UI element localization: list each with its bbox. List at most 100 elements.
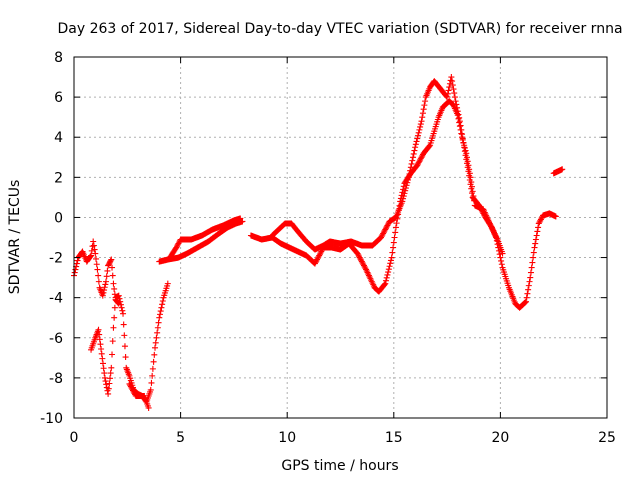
data-point [362,265,369,272]
data-point [419,114,426,121]
data-point [98,346,105,353]
data-point [420,106,427,113]
data-point [409,157,416,164]
data-point [129,387,136,394]
data-point [380,230,387,237]
data-point [361,263,368,270]
data-point [417,155,424,162]
grid-lines [74,57,607,418]
data-point [317,249,324,256]
data-point [532,236,539,243]
data-point [111,285,118,292]
data-point [385,266,392,273]
data-point [537,217,544,224]
data-point [314,256,321,263]
data-point [151,351,158,358]
data-point [129,386,136,393]
data-point [477,205,484,212]
data-point [73,260,80,267]
data-point [157,308,164,315]
data-point [155,319,162,326]
data-point [88,247,95,254]
data-point [418,118,425,125]
plot-frame [73,56,608,419]
data-point [457,122,464,129]
data-point [354,250,361,257]
data-point [532,240,539,247]
data-point [90,238,97,245]
data-point [159,301,166,308]
data-point [108,256,115,263]
data-point [401,190,408,197]
data-point [422,98,429,105]
data-point [412,144,419,151]
data-point [414,135,421,142]
y-tick-label: -4 [49,291,63,307]
data-point [105,385,112,392]
data-point [94,266,101,273]
data-point [444,94,451,101]
data-point [526,278,533,285]
data-point [400,195,407,202]
data-point [99,355,106,362]
data-point [381,227,388,234]
data-point [402,187,409,194]
data-point [148,379,155,386]
y-tick-label: -8 [49,371,63,387]
data-point [417,121,424,128]
data-point [383,274,390,281]
data-point [476,203,483,210]
data-point [410,150,417,157]
data-point [522,298,529,305]
data-point [316,251,323,258]
data-point [417,156,424,163]
data-point [156,311,163,318]
data-point [89,243,96,250]
data-point [126,380,133,387]
data-point [388,254,395,261]
data-point [174,241,181,248]
data-point [445,87,452,94]
data-point [382,280,389,287]
data-point [314,255,321,262]
data-point [378,234,385,241]
data-point [111,304,118,311]
data-point [111,314,118,321]
data-point [109,351,116,358]
data-point [403,182,410,189]
data-point [444,90,451,97]
data-point [383,223,390,230]
data-point [91,246,98,253]
data-point [409,154,416,161]
data-point [415,129,422,136]
data-point [107,375,114,382]
data-point [416,126,423,133]
data-point [380,229,387,236]
data-point [534,228,541,235]
data-point [536,219,543,226]
data-point [405,177,412,184]
y-tick-label: -2 [49,251,63,267]
data-point [359,259,366,266]
data-point [464,164,471,171]
data-point [97,341,104,348]
data-point [449,82,456,89]
data-point [109,272,116,279]
data-point [164,280,171,287]
data-point [387,260,394,267]
data-point [407,164,414,171]
data-point [381,281,388,288]
data-point [447,77,454,84]
data-point [100,365,107,372]
data-point [239,218,246,225]
data-point [103,381,110,388]
data-point [456,118,463,125]
data-point [173,244,180,251]
data-point [389,249,396,256]
data-point [404,179,411,186]
data-point [128,384,135,391]
data-point [525,286,532,293]
data-point [462,152,469,159]
data-point [384,222,391,229]
